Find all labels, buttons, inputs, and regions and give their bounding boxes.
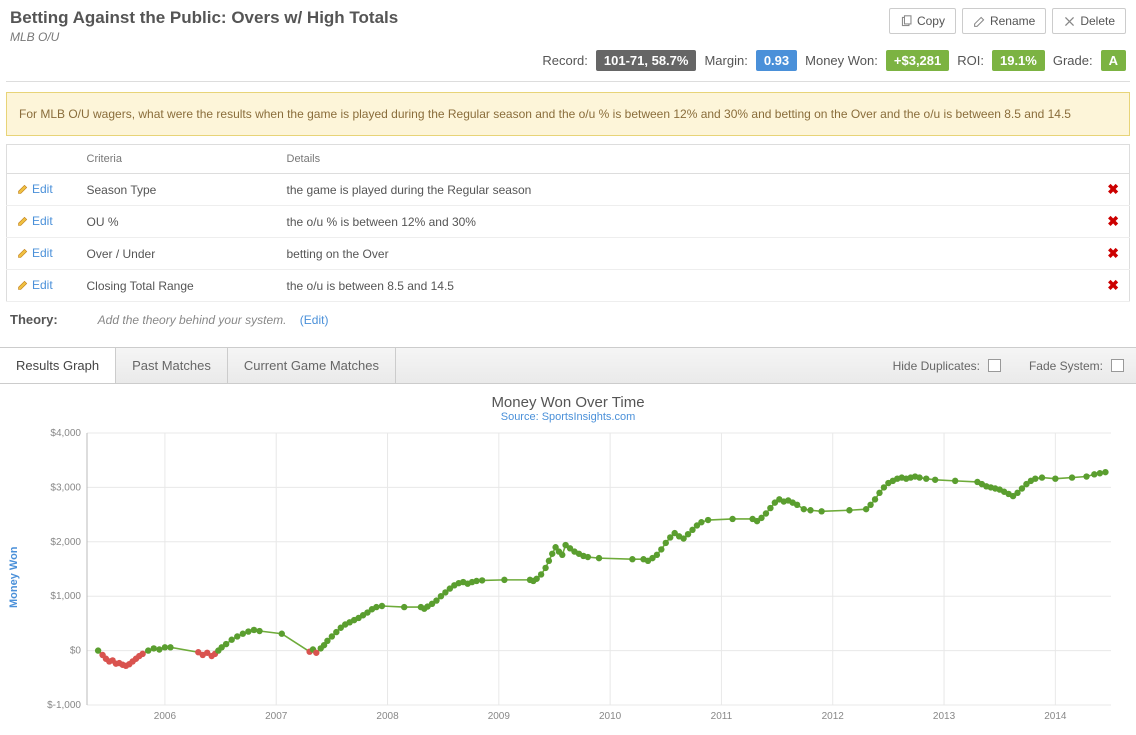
svg-text:$4,000: $4,000 xyxy=(50,428,81,439)
pencil-icon xyxy=(973,15,986,28)
pencil-icon xyxy=(17,247,29,259)
criteria-row: Edit Season Type the game is played duri… xyxy=(7,174,1130,206)
edit-criteria-link[interactable]: Edit xyxy=(17,182,53,196)
svg-text:2010: 2010 xyxy=(599,711,622,722)
edit-criteria-link[interactable]: Edit xyxy=(17,214,53,228)
criteria-table: Criteria Details Edit Season Type the ga… xyxy=(6,144,1130,302)
money-badge: +$3,281 xyxy=(886,50,949,71)
svg-text:2009: 2009 xyxy=(488,711,511,722)
fade-system-label: Fade System: xyxy=(1029,359,1103,373)
record-label: Record: xyxy=(542,53,588,68)
tab-current-game-matches[interactable]: Current Game Matches xyxy=(228,348,396,383)
criteria-details: betting on the Over xyxy=(277,238,1098,270)
svg-text:2013: 2013 xyxy=(933,711,956,722)
svg-text:$-1,000: $-1,000 xyxy=(47,700,81,711)
criteria-row: Edit Closing Total Range the o/u is betw… xyxy=(7,270,1130,302)
tab-bar: Results GraphPast MatchesCurrent Game Ma… xyxy=(0,347,1136,384)
delete-criteria-icon[interactable]: ✖ xyxy=(1107,277,1119,293)
record-badge: 101-71, 58.7% xyxy=(596,50,697,71)
grade-label: Grade: xyxy=(1053,53,1093,68)
criteria-name: Over / Under xyxy=(77,238,277,270)
edit-criteria-link[interactable]: Edit xyxy=(17,278,53,292)
fade-system-checkbox[interactable] xyxy=(1111,359,1124,372)
svg-text:2006: 2006 xyxy=(154,711,177,722)
criteria-header-delete xyxy=(1097,145,1129,174)
edit-criteria-link[interactable]: Edit xyxy=(17,246,53,260)
criteria-details: the o/u % is between 12% and 30% xyxy=(277,206,1098,238)
svg-text:2014: 2014 xyxy=(1044,711,1067,722)
margin-badge: 0.93 xyxy=(756,50,797,71)
page-title: Betting Against the Public: Overs w/ Hig… xyxy=(10,8,889,28)
pencil-icon xyxy=(17,215,29,227)
svg-text:2008: 2008 xyxy=(376,711,399,722)
svg-text:$1,000: $1,000 xyxy=(50,591,81,602)
criteria-row: Edit Over / Under betting on the Over ✖ xyxy=(7,238,1130,270)
money-label: Money Won: xyxy=(805,53,878,68)
criteria-name: Season Type xyxy=(77,174,277,206)
x-icon xyxy=(1063,15,1076,28)
margin-label: Margin: xyxy=(704,53,747,68)
svg-text:2011: 2011 xyxy=(711,711,733,722)
delete-criteria-icon[interactable]: ✖ xyxy=(1107,181,1119,197)
description-box: For MLB O/U wagers, what were the result… xyxy=(6,92,1130,136)
roi-badge: 19.1% xyxy=(992,50,1045,71)
theory-edit-link[interactable]: (Edit) xyxy=(300,313,329,327)
criteria-name: OU % xyxy=(77,206,277,238)
copy-button[interactable]: Copy xyxy=(889,8,956,34)
svg-text:2012: 2012 xyxy=(822,711,845,722)
tab-results-graph[interactable]: Results Graph xyxy=(0,348,116,383)
delete-criteria-icon[interactable]: ✖ xyxy=(1107,245,1119,261)
criteria-details: the game is played during the Regular se… xyxy=(277,174,1098,206)
chart-y-label: Money Won xyxy=(6,427,22,727)
theory-placeholder: Add the theory behind your system. xyxy=(98,313,287,327)
rename-button[interactable]: Rename xyxy=(962,8,1046,34)
hide-duplicates-label: Hide Duplicates: xyxy=(893,359,980,373)
svg-text:$0: $0 xyxy=(70,646,82,657)
chart-source: Source: SportsInsights.com xyxy=(6,411,1130,423)
svg-text:$2,000: $2,000 xyxy=(50,537,81,548)
delete-button[interactable]: Delete xyxy=(1052,8,1126,34)
theory-label: Theory: xyxy=(10,312,58,327)
copy-icon xyxy=(900,15,913,28)
criteria-name: Closing Total Range xyxy=(77,270,277,302)
results-chart: $-1,000 $0 $1,000 $2,000 $3,000 $4,000 2006 200… xyxy=(22,427,1130,727)
chart-title: Money Won Over Time xyxy=(6,394,1130,411)
criteria-header-edit xyxy=(7,145,77,174)
svg-text:2007: 2007 xyxy=(265,711,288,722)
criteria-row: Edit OU % the o/u % is between 12% and 3… xyxy=(7,206,1130,238)
roi-label: ROI: xyxy=(957,53,984,68)
grade-badge: A xyxy=(1101,50,1126,71)
criteria-header-criteria: Criteria xyxy=(77,145,277,174)
delete-criteria-icon[interactable]: ✖ xyxy=(1107,213,1119,229)
svg-text:$3,000: $3,000 xyxy=(50,482,81,493)
pencil-icon xyxy=(17,279,29,291)
criteria-details: the o/u is between 8.5 and 14.5 xyxy=(277,270,1098,302)
hide-duplicates-checkbox[interactable] xyxy=(988,359,1001,372)
pencil-icon xyxy=(17,183,29,195)
page-subtitle: MLB O/U xyxy=(10,30,889,44)
tab-past-matches[interactable]: Past Matches xyxy=(116,348,228,383)
criteria-header-details: Details xyxy=(277,145,1098,174)
